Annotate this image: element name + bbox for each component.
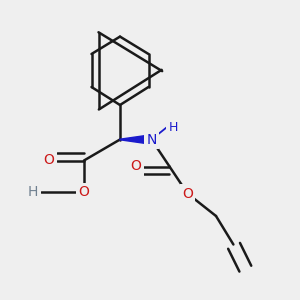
Text: O: O bbox=[130, 160, 141, 173]
Text: O: O bbox=[44, 154, 55, 167]
Text: H: H bbox=[28, 185, 38, 199]
Text: N: N bbox=[146, 133, 157, 146]
Text: O: O bbox=[182, 187, 193, 200]
Text: O: O bbox=[79, 185, 89, 199]
Polygon shape bbox=[120, 135, 152, 144]
Text: H: H bbox=[169, 121, 178, 134]
